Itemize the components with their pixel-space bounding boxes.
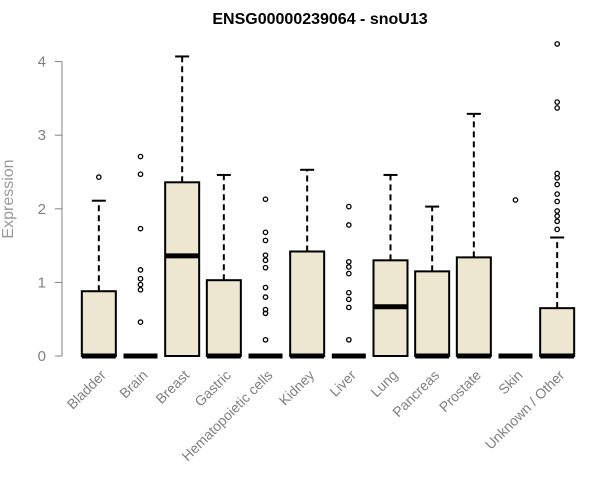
x-tick-label: Brain bbox=[116, 367, 150, 401]
outlier-point bbox=[262, 257, 269, 264]
box-group bbox=[498, 197, 533, 359]
outlier-point bbox=[554, 181, 561, 188]
outlier-point bbox=[262, 196, 269, 203]
outlier-point bbox=[262, 306, 269, 313]
outlier-point bbox=[345, 296, 352, 303]
outlier-point bbox=[262, 237, 269, 244]
outlier-point bbox=[345, 222, 352, 228]
box-group bbox=[248, 196, 283, 359]
x-tick-label: Breast bbox=[152, 367, 192, 407]
outlier-point bbox=[137, 225, 144, 232]
box-group bbox=[331, 203, 366, 359]
box-group bbox=[372, 173, 409, 358]
outlier-point bbox=[345, 336, 352, 343]
outlier-point bbox=[345, 289, 352, 296]
outlier-point bbox=[262, 252, 269, 259]
outlier-point bbox=[554, 41, 561, 47]
y-tick-label: 1 bbox=[38, 274, 46, 291]
y-tick-label: 4 bbox=[38, 54, 46, 71]
x-tick-label: Kidney bbox=[276, 367, 318, 409]
box bbox=[455, 256, 492, 358]
box-group bbox=[455, 112, 492, 359]
box-group bbox=[205, 173, 242, 359]
box bbox=[539, 307, 576, 358]
chart-title: ENSG00000239064 - snoU13 bbox=[212, 11, 427, 28]
outlier-point bbox=[554, 175, 561, 181]
box bbox=[289, 250, 326, 358]
y-tick-label: 3 bbox=[38, 127, 46, 144]
outlier-point bbox=[137, 281, 144, 288]
box-group bbox=[164, 55, 201, 357]
outlier-point bbox=[95, 174, 102, 181]
outlier-point bbox=[554, 105, 561, 111]
outlier-point bbox=[262, 336, 269, 343]
outlier-point bbox=[554, 213, 561, 220]
outlier-point bbox=[345, 258, 352, 265]
outlier-point bbox=[262, 284, 269, 291]
outlier-point bbox=[262, 229, 269, 236]
outlier-point bbox=[512, 197, 519, 203]
outlier-point bbox=[137, 267, 144, 273]
outlier-point bbox=[554, 170, 561, 177]
box-group bbox=[289, 168, 326, 359]
outlier-point bbox=[554, 208, 561, 214]
x-tick-label: Unknown / Other bbox=[482, 367, 568, 453]
outlier-point bbox=[554, 226, 561, 233]
x-tick-label: Lung bbox=[367, 367, 400, 400]
outlier-point bbox=[345, 203, 352, 210]
box bbox=[414, 270, 451, 357]
outlier-point bbox=[554, 198, 561, 205]
outlier-point bbox=[137, 319, 144, 325]
outlier-point bbox=[554, 99, 561, 105]
outlier-point bbox=[262, 294, 269, 300]
box-group bbox=[414, 205, 451, 359]
plot-area bbox=[80, 41, 576, 359]
x-tick-label: Bladder bbox=[64, 367, 110, 413]
y-axis-label: Expression bbox=[0, 159, 17, 238]
box bbox=[80, 290, 117, 357]
x-tick-label: Skin bbox=[495, 367, 526, 398]
outlier-point bbox=[137, 171, 144, 178]
outlier-point bbox=[345, 304, 352, 311]
outlier-point bbox=[345, 264, 352, 270]
outlier-point bbox=[137, 153, 144, 160]
x-tick-label: Liver bbox=[326, 367, 359, 400]
y-tick-label: 0 bbox=[38, 348, 46, 365]
box-group bbox=[539, 41, 576, 359]
box-group bbox=[80, 174, 117, 359]
outlier-point bbox=[262, 310, 269, 317]
y-tick-label: 2 bbox=[38, 201, 46, 218]
box bbox=[164, 181, 201, 357]
outlier-point bbox=[554, 191, 561, 197]
outlier-point bbox=[137, 286, 144, 293]
box-group bbox=[123, 153, 158, 359]
outlier-point bbox=[137, 275, 144, 282]
x-tick-label: Prostate bbox=[436, 367, 484, 415]
box bbox=[205, 279, 242, 357]
outlier-point bbox=[262, 264, 269, 271]
outlier-point bbox=[345, 270, 352, 277]
outlier-point bbox=[554, 218, 561, 225]
y-axis: 0 1 2 3 4 bbox=[38, 54, 63, 365]
